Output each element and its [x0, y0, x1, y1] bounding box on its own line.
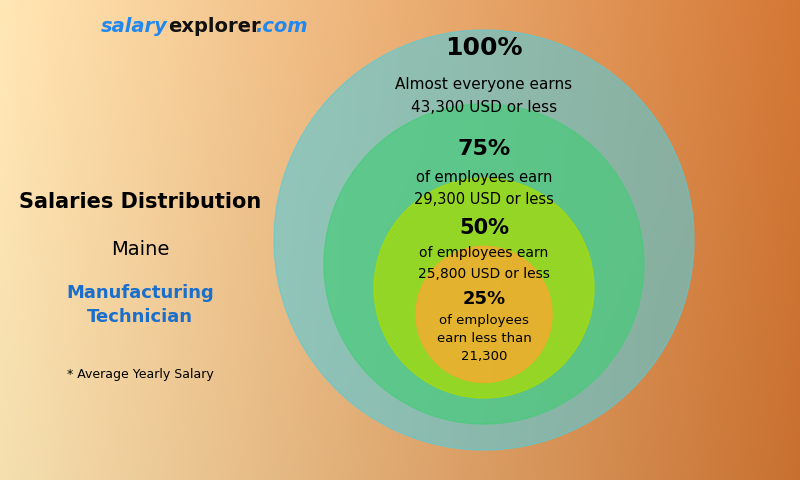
Text: 25%: 25% — [462, 289, 506, 308]
Text: 100%: 100% — [446, 36, 522, 60]
Circle shape — [374, 178, 594, 398]
Text: Maine: Maine — [111, 240, 169, 259]
Text: of employees earn: of employees earn — [416, 170, 552, 185]
Text: .com: .com — [255, 17, 308, 36]
Text: 75%: 75% — [458, 139, 510, 159]
Text: 43,300 USD or less: 43,300 USD or less — [411, 100, 557, 116]
Text: of employees: of employees — [439, 314, 529, 327]
Text: Salaries Distribution: Salaries Distribution — [19, 192, 261, 212]
Circle shape — [416, 246, 552, 383]
Text: Manufacturing
Technician: Manufacturing Technician — [66, 284, 214, 325]
Text: salary: salary — [101, 17, 168, 36]
Text: of employees earn: of employees earn — [419, 246, 549, 261]
Circle shape — [324, 104, 644, 424]
Text: 50%: 50% — [459, 218, 509, 238]
Text: earn less than: earn less than — [437, 332, 531, 345]
Text: Almost everyone earns: Almost everyone earns — [395, 76, 573, 92]
Text: 21,300: 21,300 — [461, 349, 507, 363]
Circle shape — [274, 30, 694, 450]
Text: 29,300 USD or less: 29,300 USD or less — [414, 192, 554, 207]
Text: 25,800 USD or less: 25,800 USD or less — [418, 266, 550, 281]
Text: * Average Yearly Salary: * Average Yearly Salary — [66, 368, 214, 381]
Text: explorer: explorer — [168, 17, 261, 36]
